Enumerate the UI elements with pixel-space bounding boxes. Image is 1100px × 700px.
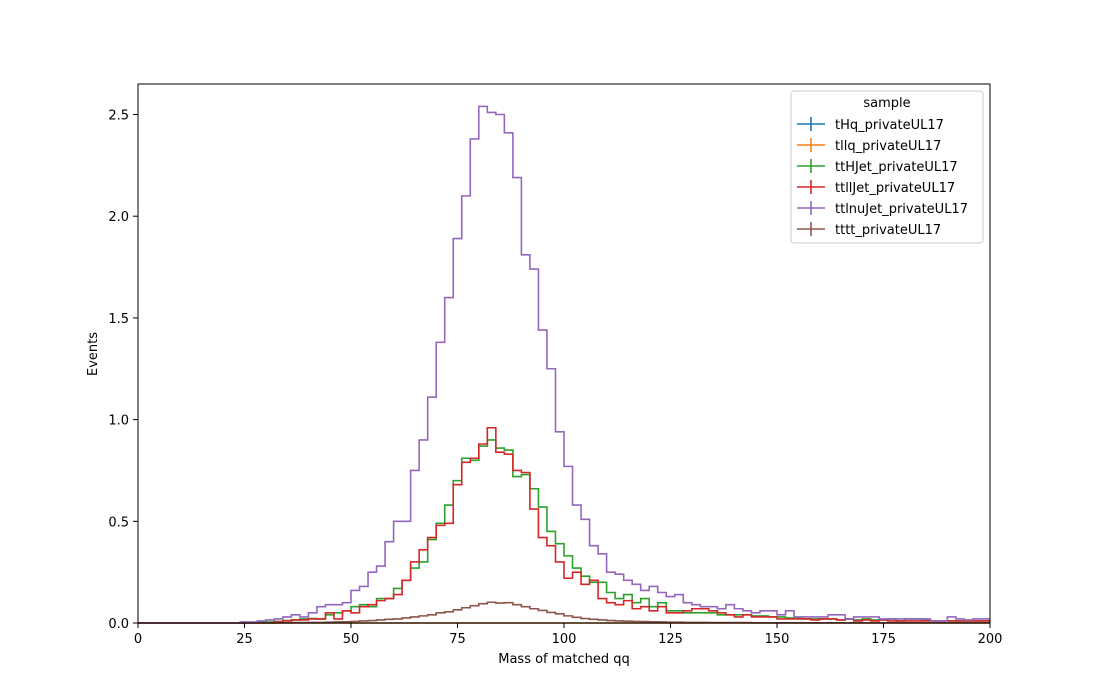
legend-entry: tttt_privateUL17	[797, 222, 941, 238]
x-axis-label: Mass of matched qq	[498, 652, 630, 667]
y-tick-label: 1.0	[108, 414, 129, 429]
legend-label: tttt_privateUL17	[835, 223, 941, 238]
x-tick-label: 75	[449, 632, 466, 647]
legend-entry: tllq_privateUL17	[797, 138, 941, 154]
legend-label: ttlnuJet_privateUL17	[835, 202, 968, 217]
y-tick-label: 0.0	[108, 617, 129, 632]
x-tick-label: 175	[871, 632, 896, 647]
x-tick-label: 0	[134, 632, 142, 647]
legend-entry: ttllJet_privateUL17	[797, 180, 955, 196]
legend-label: ttHJet_privateUL17	[835, 160, 958, 175]
x-tick-label: 25	[236, 632, 253, 647]
y-tick-label: 2.0	[108, 210, 129, 225]
x-tick-label: 150	[765, 632, 790, 647]
x-tick-label: 100	[552, 632, 577, 647]
y-tick-label: 0.5	[108, 515, 129, 530]
y-axis-label: Events	[86, 332, 101, 376]
legend-label: tHq_privateUL17	[835, 118, 944, 133]
x-tick-label: 200	[978, 632, 1003, 647]
x-tick-label: 50	[343, 632, 360, 647]
x-tick-label: 125	[658, 632, 683, 647]
legend-entry: ttHJet_privateUL17	[797, 159, 958, 175]
legend: sample tHq_privateUL17 tllq_privateUL17tt…	[790, 90, 984, 244]
legend-title: sample	[863, 96, 910, 111]
legend-box	[790, 90, 984, 244]
legend-entry: tHq_privateUL17	[797, 117, 944, 133]
legend-label: tllq_privateUL17	[835, 139, 941, 154]
legend-label: ttllJet_privateUL17	[835, 181, 955, 196]
y-tick-label: 2.5	[108, 109, 129, 124]
x-axis: 0 25 50 75 100 125 150 175 200	[134, 623, 1003, 647]
legend-entries: tHq_privateUL17 tllq_privateUL17 ttHJet_pr…	[797, 117, 968, 238]
y-axis: 0.0 0.5 1.0 1.5 2.0 2.5	[108, 109, 138, 632]
series-line-ttlnuJet_privateUL17	[138, 105, 990, 624]
legend-entry: ttlnuJet_privateUL17	[797, 201, 968, 217]
y-tick-label: 1.5	[108, 312, 129, 327]
series-line-ttllJet_privateUL17	[138, 426, 990, 624]
